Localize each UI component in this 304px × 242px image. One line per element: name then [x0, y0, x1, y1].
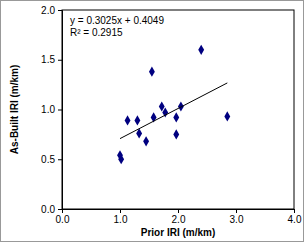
tick: 1.0	[41, 104, 62, 115]
tick-mark	[58, 60, 62, 61]
tick-label: 1.0	[114, 214, 128, 225]
point	[149, 67, 155, 77]
tick-label: 1.0	[41, 104, 55, 115]
point	[134, 115, 140, 125]
plot-area: 0.0 1.0 2.0 3.0 4.0 0.0 0.5 1.0 1.5 2.0 y = 0.3025…	[41, 5, 302, 225]
tick: 3.0	[230, 209, 244, 225]
tick-mark	[58, 110, 62, 111]
tick-label: 1.5	[41, 54, 55, 65]
tick: 4.0	[288, 209, 302, 225]
point	[173, 129, 179, 139]
x-axis-title: Prior IRI (m/km)	[141, 227, 215, 238]
point	[173, 112, 179, 122]
chart: 0.0 1.0 2.0 3.0 4.0 0.0 0.5 1.0 1.5 2.0 y = 0.3025…	[0, 0, 304, 242]
tick-label: 0.0	[56, 214, 70, 225]
tick-label: 0.5	[41, 154, 55, 165]
annotation: y = 0.3025x + 0.4049	[70, 15, 164, 26]
tick: 1.5	[41, 54, 62, 65]
point	[198, 45, 204, 55]
point	[224, 111, 230, 121]
tick: 0.5	[41, 154, 62, 165]
tick-mark	[178, 209, 179, 213]
marks	[117, 45, 230, 165]
tick-mark	[58, 10, 62, 11]
tick-mark	[58, 159, 62, 160]
tick: 2.0	[41, 5, 62, 16]
tick-mark	[58, 209, 62, 210]
annotation: R² = 0.2915	[70, 27, 123, 38]
point	[143, 136, 149, 146]
axis-line	[63, 210, 295, 214]
chart-border	[1, 1, 304, 242]
tick-label: 4.0	[288, 214, 302, 225]
point	[125, 115, 131, 125]
tick-label: 2.0	[172, 214, 186, 225]
axis-line	[58, 11, 63, 210]
trend-line	[120, 83, 227, 139]
tick-mark	[294, 209, 295, 213]
tick-label: 2.0	[41, 5, 55, 16]
point	[118, 154, 124, 164]
tick-mark	[236, 209, 237, 213]
plot-frame	[62, 10, 294, 209]
tick-label: 0.0	[41, 204, 55, 215]
tick-mark	[120, 209, 121, 213]
tick-label: 3.0	[230, 214, 244, 225]
tick: 0.0	[56, 209, 70, 225]
x-axis: 0.0 1.0 2.0 3.0 4.0	[56, 209, 302, 225]
y-axis: 0.0 0.5 1.0 1.5 2.0	[41, 5, 62, 215]
y-axis-title: As-Built IRI (m/km)	[9, 65, 20, 154]
tick: 1.0	[114, 209, 128, 225]
tick: 2.0	[172, 209, 186, 225]
tick: 0.0	[41, 204, 62, 215]
